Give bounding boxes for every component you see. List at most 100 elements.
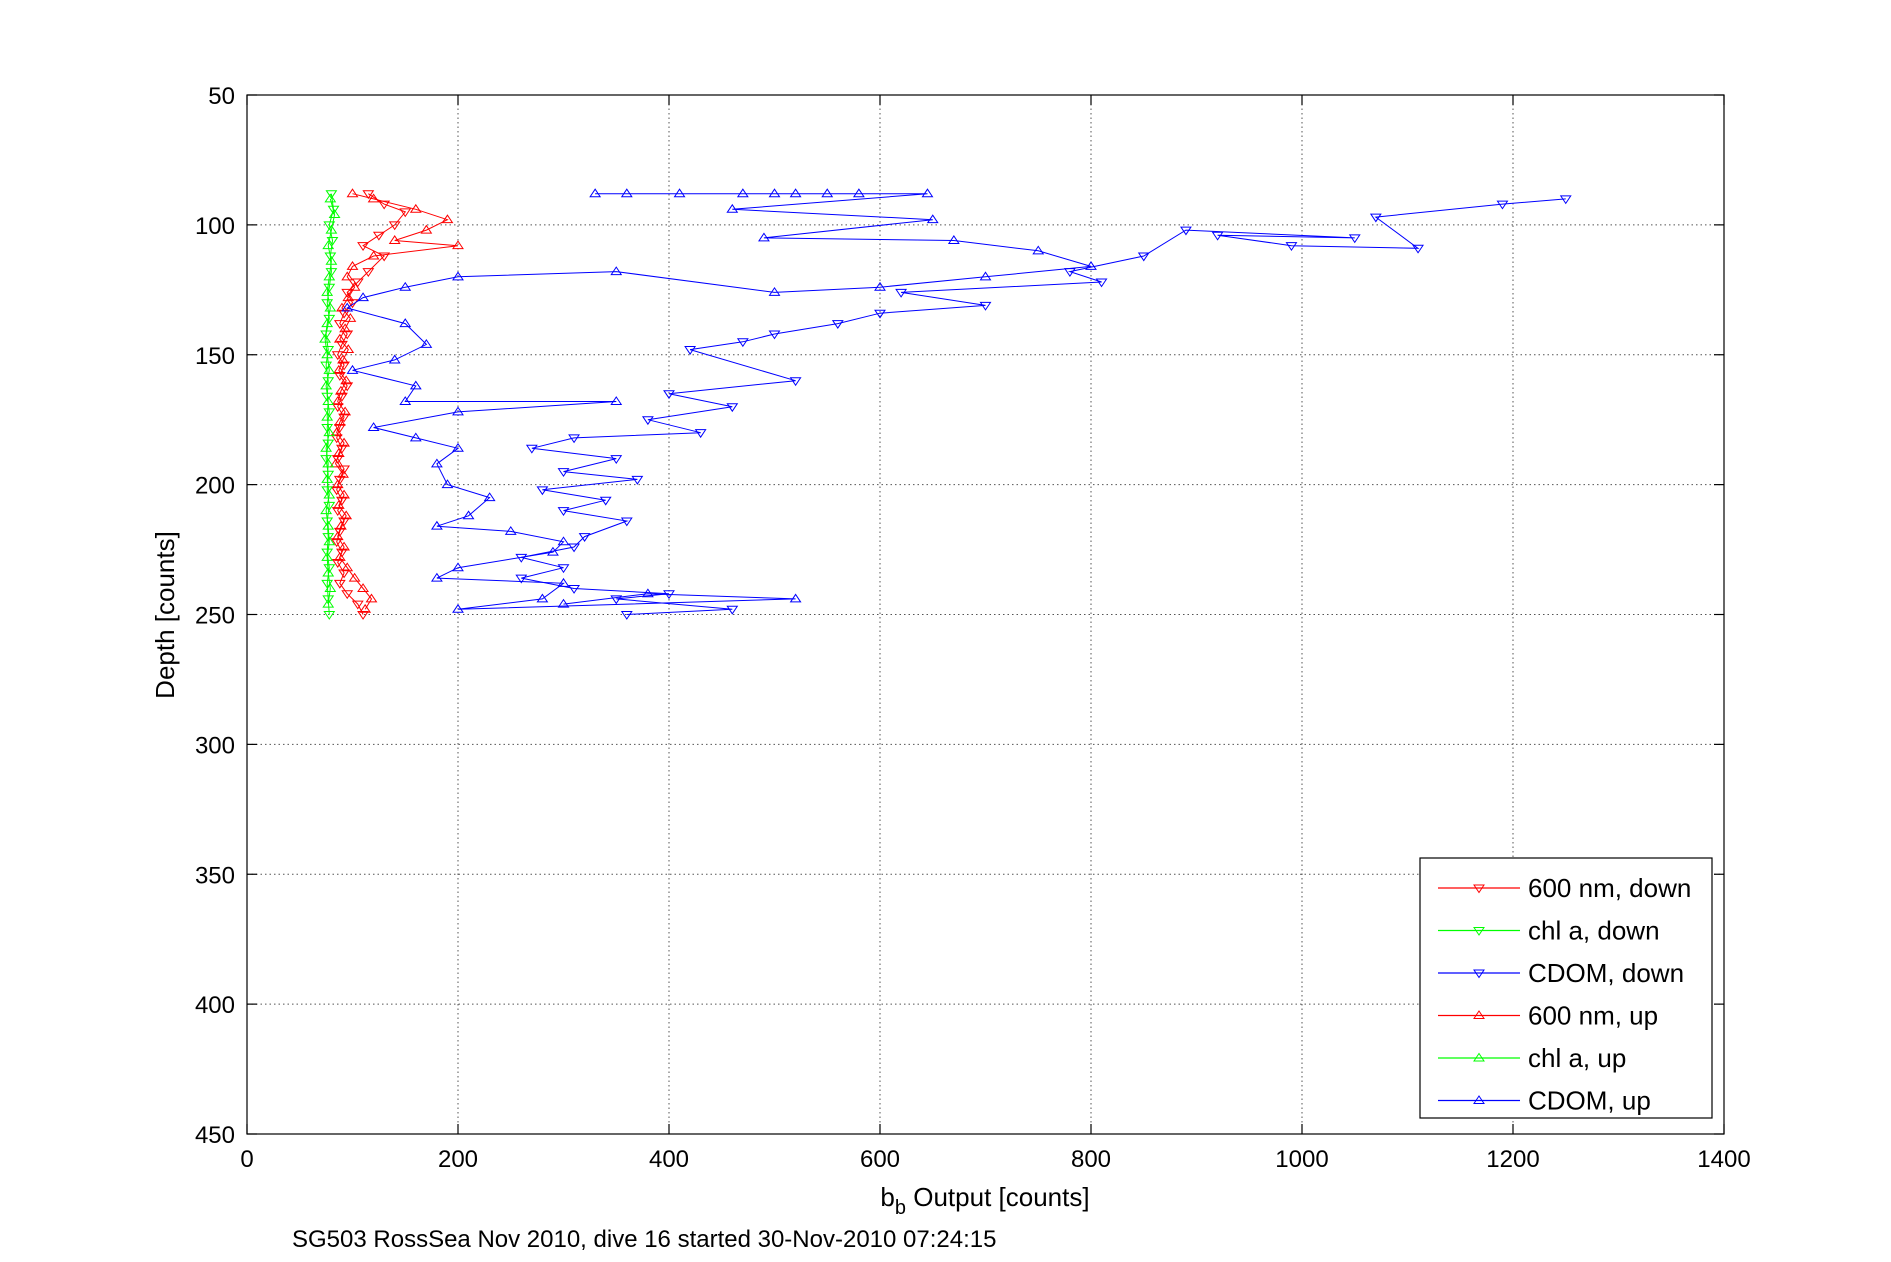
data-point [610,266,623,276]
data-point [768,330,781,340]
data-point [947,235,960,244]
data-point [441,479,454,489]
data-point [483,492,496,502]
data-point [452,406,464,416]
data-point [319,333,332,343]
data-point [568,585,580,594]
data-point [330,427,343,437]
data-point [1496,200,1509,210]
chart-caption: SG503 RossSea Nov 2010, dive 16 started … [292,1226,996,1253]
y-tick-label: 450 [195,1122,235,1149]
data-point [365,593,378,603]
data-point [462,510,475,520]
y-tick-label: 200 [195,473,235,500]
data-point [620,188,633,198]
data-point [338,517,350,527]
series-4 [319,193,341,608]
data-point [362,190,375,200]
data-point [515,574,528,584]
data-point [1211,231,1224,241]
x-tick-label: 1200 [1486,1146,1539,1173]
legend-label: chl a, down [1528,916,1660,946]
legend-entry: chl a, up [1438,1043,1626,1073]
legend-label: chl a, up [1528,1043,1626,1073]
data-point [331,507,344,517]
data-point [789,593,802,603]
data-point [979,301,992,311]
data-point [1095,278,1108,288]
series-line [335,193,459,610]
data-point [334,385,347,395]
data-point [789,377,802,387]
data-point [330,434,343,444]
data-point [620,611,633,620]
data-point [399,208,412,218]
data-point [367,250,380,260]
data-point [320,442,333,452]
data-point [324,302,337,312]
legend-entry: CDOM, up [1438,1086,1651,1116]
data-point [340,375,353,385]
data-point [452,442,464,452]
series-5 [341,188,1097,613]
data-point [336,444,348,454]
data-point [1137,252,1150,262]
x-tick-label: 1400 [1697,1146,1750,1173]
data-point [362,268,375,278]
data-point [334,520,347,530]
series-3 [329,188,464,613]
legend-box [1419,857,1713,1119]
data-point [831,320,844,329]
data-point [338,437,350,447]
y-tick-label: 300 [195,732,235,759]
data-point [399,396,412,406]
data-point [367,422,380,431]
data-point [338,489,350,499]
data-point [331,479,344,489]
data-point [327,205,340,215]
data-point [322,520,335,530]
y-tick-label: 350 [195,862,235,889]
series-line [345,193,1092,610]
data-point [568,543,580,553]
data-point [557,564,570,574]
legend-marker [1473,884,1485,894]
y-tick-label: 400 [195,992,235,1019]
data-point [333,320,346,329]
data-point [1412,244,1424,254]
data-point [599,496,612,506]
legend-label: 600 nm, down [1528,873,1691,903]
data-point [874,309,886,319]
data-point [323,536,336,546]
data-point [557,536,570,546]
data-point [430,572,443,582]
legend-label: 600 nm, up [1528,1001,1658,1031]
data-point [332,500,345,509]
data-point [341,288,354,298]
data-point [348,281,361,291]
x-axis-label-main: b [880,1182,894,1212]
data-point [452,603,464,613]
data-point [344,312,357,322]
data-point [338,361,350,371]
data-point [504,525,517,535]
data-point [342,344,355,354]
data-point [895,288,908,298]
data-point [321,551,334,561]
data-point [557,468,570,478]
data-point [1032,245,1045,255]
data-point [330,486,343,496]
data-point [359,603,372,613]
data-point [326,236,339,246]
legend-marker [1473,1010,1485,1019]
data-point [409,380,422,390]
data-point [399,281,412,291]
series-line [521,198,1566,615]
x-tick-label: 1000 [1275,1146,1328,1173]
legend: 600 nm, down chl a, down CDOM, down 600 nm,… [1419,857,1713,1119]
data-point [336,496,348,506]
data-point [340,510,353,520]
data-point [684,346,697,355]
data-point [331,559,344,568]
data-point [339,323,352,333]
